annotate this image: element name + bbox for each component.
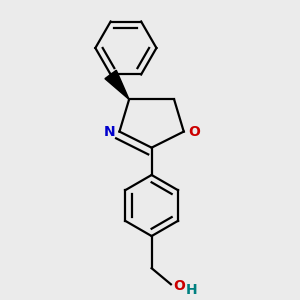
Text: O: O [173,279,185,293]
Text: O: O [188,124,200,139]
Text: H: H [185,283,197,297]
Text: N: N [103,124,115,139]
Polygon shape [105,70,129,99]
